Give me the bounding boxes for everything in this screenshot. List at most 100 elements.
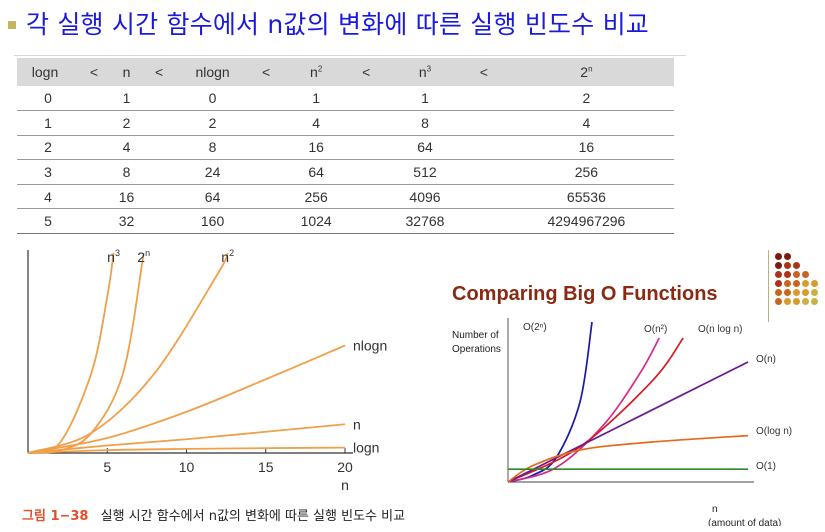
decorative-dot [811, 298, 818, 305]
x-tick-label: 10 [179, 459, 195, 475]
table-spacer-cell [351, 110, 382, 136]
table-spacer-cell [79, 110, 109, 136]
figure-caption-text: 실행 시간 함수에서 n값의 변화에 따른 실행 빈도수 비교 [100, 509, 406, 524]
table-spacer-cell [251, 86, 282, 112]
table-header-text: n [310, 64, 318, 80]
table-header-text: < [479, 64, 488, 80]
table-spacer-cell [468, 135, 499, 161]
table-header-exponent: 3 [426, 64, 432, 74]
table-spacer-cell [251, 208, 282, 235]
table-cell: 2 [109, 110, 145, 136]
table-spacer-cell [144, 208, 175, 235]
x-axis-label: n [712, 504, 718, 515]
table-spacer-cell [351, 86, 382, 112]
table-header-cell: nlogn [174, 58, 252, 86]
table-header-cell: n [109, 58, 145, 86]
decorative-dot [775, 262, 782, 269]
decorative-dot [811, 289, 818, 296]
table-header-row: logn < n < nlogn < n2 < n3 <2n [17, 58, 674, 86]
table-spacer-cell [468, 86, 499, 112]
decorative-dot [784, 298, 791, 305]
table-header-text: nlogn [195, 64, 230, 80]
series-label-exponent: n [145, 248, 150, 258]
table-cell: 512 [381, 159, 469, 185]
table-spacer-cell [351, 208, 382, 235]
series-label: n3 [107, 248, 120, 265]
table-cell: 1 [109, 86, 145, 112]
decorative-dot-grid [775, 253, 823, 309]
series-line-O(log n) [507, 434, 749, 483]
table-cell: 4 [17, 184, 79, 210]
title-text: 각 실행 시간 함수에서 n값의 변화에 따른 실행 빈도수 비교 [26, 10, 649, 39]
series-label: O(n) [756, 354, 776, 365]
table-header-cell: logn [17, 58, 79, 86]
x-tick-label: 20 [337, 459, 353, 475]
table-spacer-cell [144, 110, 175, 136]
title-bullet-icon [8, 21, 16, 29]
table-spacer-cell [468, 159, 499, 185]
table-row: 5 32 160 1024 32768 4294967296 [17, 208, 674, 235]
table-cell: 1024 [281, 208, 352, 235]
table-cell: 2 [498, 86, 674, 112]
table-spacer-cell [468, 110, 499, 136]
table-spacer-cell [79, 184, 109, 210]
table-cell: 64 [281, 159, 352, 185]
series-label-exponent: 2 [229, 248, 234, 258]
table-row: 3 8 24 64 512 256 [17, 159, 674, 185]
series-line-O(n log n) [507, 337, 684, 483]
decorative-rule [768, 250, 769, 322]
table-cell: 256 [281, 184, 352, 210]
table-cell: 8 [174, 135, 252, 161]
series-label: O(n²) [644, 324, 667, 335]
table-spacer-cell [144, 184, 175, 210]
table-cell: 2 [17, 135, 79, 161]
series-label: n [353, 416, 361, 432]
big-o-comparison-chart: Number of Operations n (amount of data) O(2ⁿ… [452, 318, 792, 526]
table-header-less-than: < [251, 58, 282, 86]
figure-number: 그림 1−38 [22, 509, 89, 524]
series-label-exponent: 3 [115, 248, 120, 258]
title-divider [14, 55, 686, 56]
table-cell: 4294967296 [498, 208, 674, 235]
table-cell: 2 [174, 110, 252, 136]
table-header-less-than: < [144, 58, 175, 86]
table-cell: 24 [174, 159, 252, 185]
table-cell: 0 [17, 86, 79, 112]
decorative-dot [775, 298, 782, 305]
table-cell: 4 [109, 135, 145, 161]
series-label-text: n [107, 249, 115, 265]
table-cell: 16 [109, 184, 145, 210]
series-label: O(2ⁿ) [523, 322, 547, 333]
table-header-text: logn [31, 64, 59, 80]
series-line-O(n²) [507, 337, 660, 483]
series-label-text: logn [353, 440, 379, 456]
table-header-text: n [122, 64, 131, 80]
table-spacer-cell [144, 86, 175, 112]
table-header-text: 2 [580, 64, 589, 80]
decorative-dot [784, 289, 791, 296]
table-cell: 1 [381, 86, 469, 112]
x-tick-label: 15 [258, 459, 274, 475]
series-label: logn [353, 440, 379, 456]
slide-title: 각 실행 시간 함수에서 n값의 변화에 따른 실행 빈도수 비교 [8, 6, 649, 40]
series-label: O(1) [756, 461, 776, 472]
table-header-cell: 2n [498, 58, 674, 86]
decorative-dot [793, 271, 800, 278]
x-tick-label: 5 [103, 459, 111, 475]
table-cell: 1 [17, 110, 79, 136]
series-label-text: n [221, 249, 229, 265]
table-spacer-cell [251, 159, 282, 185]
table-header-less-than: < [468, 58, 499, 86]
table-cell: 4096 [381, 184, 469, 210]
decorative-dot [784, 262, 791, 269]
y-axis-label: Operations [452, 344, 501, 355]
series-label-text: 2 [137, 249, 145, 265]
decorative-dot [802, 280, 809, 287]
table-spacer-cell [79, 159, 109, 185]
decorative-dot [793, 262, 800, 269]
decorative-dot [793, 298, 800, 305]
decorative-dot [802, 298, 809, 305]
table-cell: 4 [498, 110, 674, 136]
table-header-cell: n2 [281, 58, 352, 86]
